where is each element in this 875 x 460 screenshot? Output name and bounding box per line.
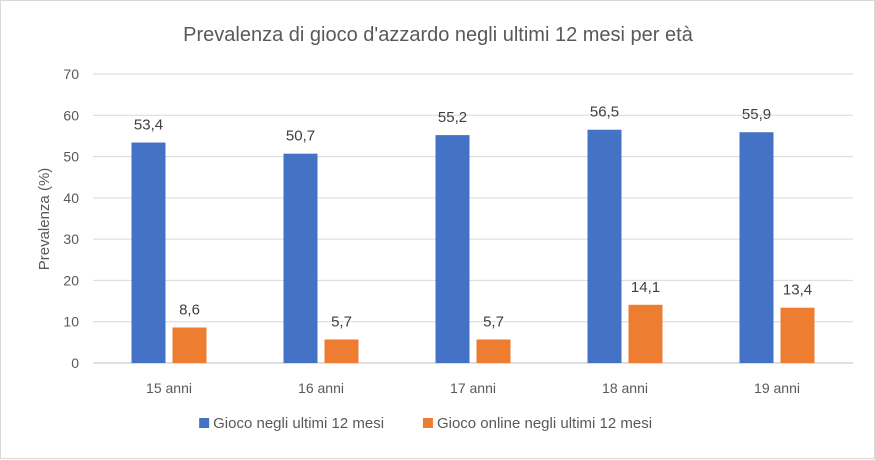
data-label: 13,4: [783, 282, 812, 299]
bar: [131, 142, 166, 363]
y-tick-label: 0: [71, 355, 79, 371]
data-label: 56,5: [590, 104, 619, 121]
bar: [324, 339, 359, 363]
bar: [283, 153, 318, 363]
data-label: 5,7: [483, 313, 504, 330]
y-tick-label: 30: [63, 231, 79, 247]
x-axis-ticks: 15 anni 16 anni 17 anni 18 anni 19 anni: [146, 380, 800, 396]
x-tick-label: 16 anni: [298, 380, 344, 396]
data-label: 5,7: [331, 313, 352, 330]
bar: [172, 327, 207, 363]
data-label: 8,6: [179, 301, 200, 318]
y-tick-label: 60: [63, 107, 79, 123]
x-tick-label: 18 anni: [602, 380, 648, 396]
data-label: 55,2: [438, 109, 467, 126]
bars: 53,4 8,6 50,7 5,7 55,2 5,7 56,5 14,1 55,9 13,4: [131, 104, 815, 363]
bar: [587, 129, 622, 363]
bar: [435, 135, 470, 363]
y-axis-ticks: 0 10 20 30 40 50 60 70: [63, 66, 79, 371]
data-label: 50,7: [286, 128, 315, 145]
y-axis-label: Prevalenza (%): [36, 168, 53, 271]
data-label: 55,9: [742, 106, 771, 123]
legend-swatch: [422, 418, 433, 428]
data-label: 14,1: [631, 279, 660, 296]
gridlines: [93, 73, 853, 364]
x-tick-label: 15 anni: [146, 380, 192, 396]
x-tick-label: 19 anni: [754, 380, 800, 396]
y-tick-label: 10: [63, 314, 79, 330]
legend: Gioco negli ultimi 12 mesi Gioco online n…: [199, 415, 652, 432]
y-tick-label: 50: [63, 149, 79, 165]
y-tick-label: 40: [63, 190, 79, 206]
y-tick-label: 20: [63, 272, 79, 288]
data-label: 53,4: [134, 117, 163, 134]
bar: [739, 132, 774, 363]
bar: [628, 304, 663, 363]
legend-label: Gioco negli ultimi 12 mesi: [213, 415, 384, 432]
y-tick-label: 70: [63, 66, 79, 82]
bar: [780, 307, 815, 363]
legend-label: Gioco online negli ultimi 12 mesi: [437, 415, 652, 432]
chart-title: Prevalenza di gioco d'azzardo negli ulti…: [183, 24, 694, 46]
bar: [476, 339, 511, 363]
x-tick-label: 17 anni: [450, 380, 496, 396]
legend-swatch: [199, 418, 210, 428]
